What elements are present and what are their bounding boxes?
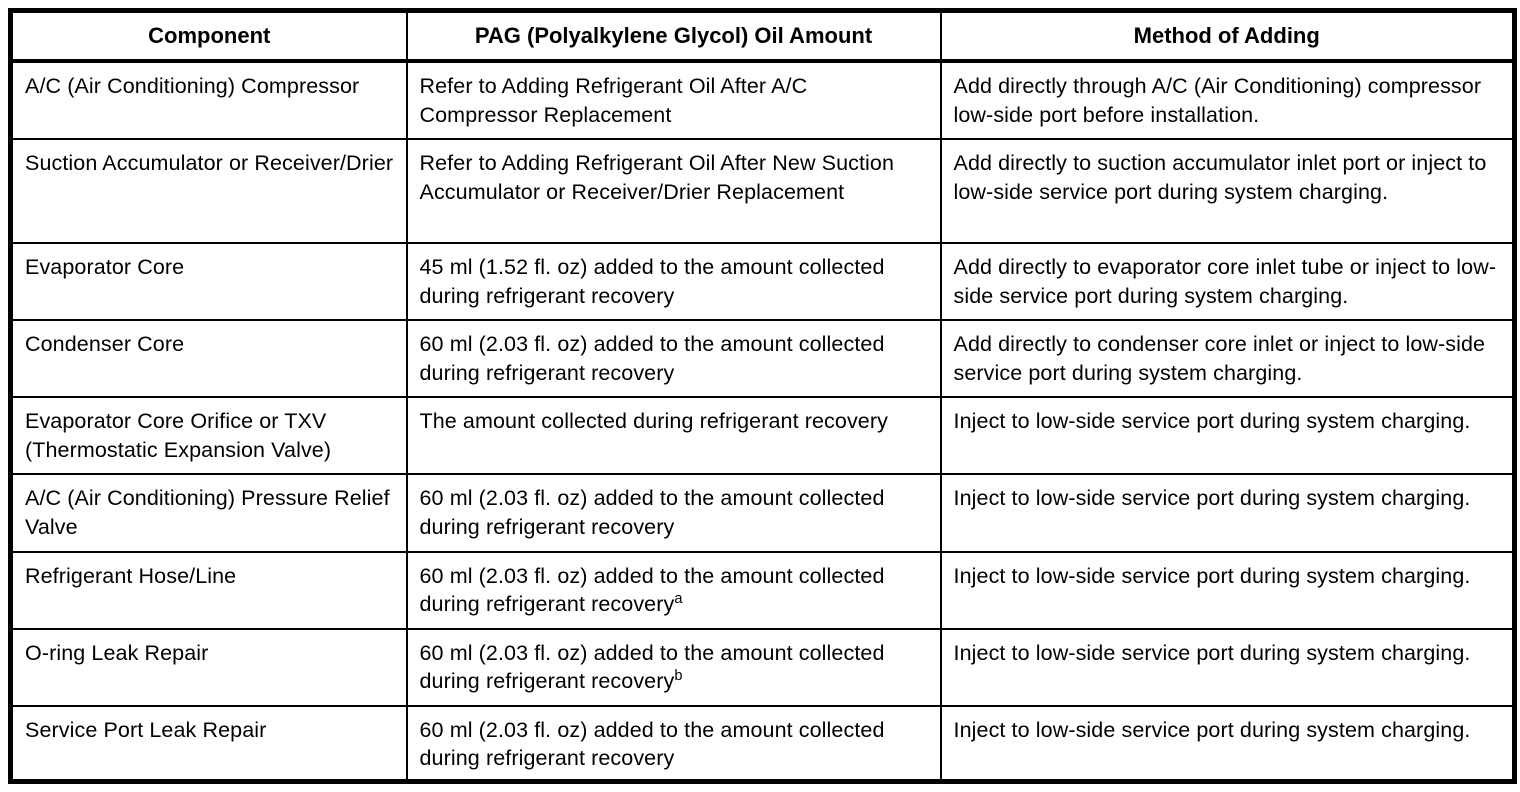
oil-amount-text: 45 ml (1.52 fl. oz) added to the amount … xyxy=(419,255,885,308)
oil-amount-text: 60 ml (2.03 fl. oz) added to the amount … xyxy=(419,332,885,385)
cell-oil-amount: 60 ml (2.03 fl. oz) added to the amount … xyxy=(405,319,942,399)
cell-method: Add directly through A/C (Air Conditioni… xyxy=(939,59,1516,141)
table-row: O-ring Leak Repair 60 ml (2.03 fl. oz) ad… xyxy=(9,627,1516,707)
table-row: Evaporator Core Orifice or TXV (Thermost… xyxy=(9,396,1516,476)
cell-oil-amount: The amount collected during refrigerant … xyxy=(405,396,942,476)
cell-method: Inject to low-side service port during s… xyxy=(939,473,1516,553)
header-component: Component xyxy=(9,9,408,63)
cell-oil-amount: 60 ml (2.03 fl. oz) added to the amount … xyxy=(405,473,942,553)
cell-oil-amount: Refer to Adding Refrigerant Oil After Ne… xyxy=(405,138,942,245)
cell-component: Suction Accumulator or Receiver/Drier xyxy=(9,138,408,245)
cell-oil-amount: 60 ml (2.03 fl. oz) added to the amount … xyxy=(405,550,942,630)
cell-oil-amount: 45 ml (1.52 fl. oz) added to the amount … xyxy=(405,242,942,322)
cell-oil-amount: 60 ml (2.03 fl. oz) added to the amount … xyxy=(405,704,942,783)
table-row: Refrigerant Hose/Line 60 ml (2.03 fl. oz)… xyxy=(9,550,1516,630)
oil-amount-text: 60 ml (2.03 fl. oz) added to the amount … xyxy=(419,563,885,617)
cell-method: Inject to low-side service port during s… xyxy=(939,396,1516,476)
cell-method: Add directly to suction accumulator inle… xyxy=(939,138,1516,245)
cell-oil-amount: Refer to Adding Refrigerant Oil After A/… xyxy=(405,59,942,141)
cell-component: Evaporator Core Orifice or TXV (Thermost… xyxy=(9,396,408,476)
header-method: Method of Adding xyxy=(939,9,1516,63)
oil-amount-text: 60 ml (2.03 fl. oz) added to the amount … xyxy=(419,486,885,540)
cell-method: Inject to low-side service port during s… xyxy=(939,550,1516,630)
cell-component: A/C (Air Conditioning) Pressure Relief V… xyxy=(9,473,408,553)
table-row: A/C (Air Conditioning) Compressor Refer t… xyxy=(9,59,1516,141)
cell-component: A/C (Air Conditioning) Compressor xyxy=(9,59,408,141)
cell-component: O-ring Leak Repair xyxy=(9,627,408,707)
cell-component: Condenser Core xyxy=(9,319,408,399)
cell-oil-amount: 60 ml (2.03 fl. oz) added to the amount … xyxy=(405,627,942,707)
cell-method: Inject to low-side service port during s… xyxy=(939,627,1516,707)
header-row: Component PAG (Polyalkylene Glycol) Oil … xyxy=(9,9,1516,63)
oil-amount-text: 60 ml (2.03 fl. oz) added to the amount … xyxy=(419,717,885,771)
table-row: A/C (Air Conditioning) Pressure Relief V… xyxy=(9,473,1516,553)
header-oil-amount: PAG (Polyalkylene Glycol) Oil Amount xyxy=(405,9,942,63)
oil-amount-text: 60 ml (2.03 fl. oz) added to the amount … xyxy=(419,640,885,694)
table-row: Condenser Core 60 ml (2.03 fl. oz) added … xyxy=(9,319,1516,399)
pag-oil-table: Component PAG (Polyalkylene Glycol) Oil … xyxy=(8,8,1517,784)
cell-method: Add directly to condenser core inlet or … xyxy=(939,319,1516,399)
table-row: Suction Accumulator or Receiver/Drier Ref… xyxy=(9,138,1516,245)
cell-component: Refrigerant Hose/Line xyxy=(9,550,408,630)
oil-amount-text: The amount collected during refrigerant … xyxy=(419,409,888,434)
table-body: A/C (Air Conditioning) Compressor Refer t… xyxy=(9,59,1516,783)
oil-amount-text: Refer to Adding Refrigerant Oil After A/… xyxy=(419,74,808,127)
footnote-marker: a xyxy=(674,590,683,607)
cell-method: Add directly to evaporator core inlet tu… xyxy=(939,242,1516,322)
cell-method: Inject to low-side service port during s… xyxy=(939,704,1516,783)
cell-component: Service Port Leak Repair xyxy=(9,704,408,783)
table-row: Evaporator Core 45 ml (1.52 fl. oz) added… xyxy=(9,242,1516,322)
cell-component: Evaporator Core xyxy=(9,242,408,322)
footnote-marker: b xyxy=(674,668,683,685)
oil-amount-text: Refer to Adding Refrigerant Oil After Ne… xyxy=(419,151,895,204)
table-row: Service Port Leak Repair 60 ml (2.03 fl. … xyxy=(9,704,1516,783)
